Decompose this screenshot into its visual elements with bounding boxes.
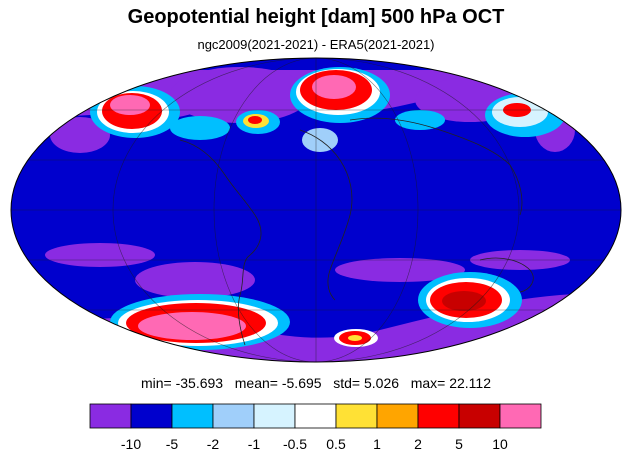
anomaly-spacific-pink (138, 312, 246, 340)
colorbar-swatch (89, 403, 132, 429)
colorbar-tick-label: 10 (492, 436, 508, 452)
colorbar-swatch (212, 403, 255, 429)
colorbar-swatch (294, 403, 337, 429)
colorbar-tick-label: -1 (247, 436, 261, 452)
colorbar-swatch (130, 403, 173, 429)
anomaly-cyan-2 (395, 110, 445, 130)
colorbar-tick-label: -2 (206, 436, 220, 452)
colorbar-tick-label: 5 (455, 436, 463, 452)
anomaly-europe-pink (312, 75, 356, 99)
colorbar-swatch (376, 403, 419, 429)
colorbar-swatch (171, 403, 214, 429)
anomaly-purple-arctic (170, 67, 310, 123)
colorbar-tick-label: -0.5 (282, 436, 308, 452)
stat-mean-value: -5.695 (281, 375, 322, 391)
anomaly-purple-trop-1 (45, 243, 155, 267)
stat-min-value: -35.693 (175, 375, 224, 391)
colorbar-swatch (253, 403, 296, 429)
colorbar-swatch (417, 403, 460, 429)
colorbar (89, 403, 542, 429)
stat-min-label: min= (140, 375, 172, 391)
anomaly-alaska-pink (110, 95, 150, 115)
figure-subtitle: ngc2009(2021-2021) - ERA5(2021-2021) (197, 37, 435, 52)
anomaly-cyan-1 (170, 116, 230, 140)
colorbar-tick-label: -5 (165, 436, 179, 452)
anomaly-satlantic-yellow (348, 335, 362, 341)
anomaly-sindian-dark (442, 291, 486, 311)
anomaly-purple-trop-2 (135, 262, 255, 298)
stat-max-value: 22.112 (449, 375, 491, 391)
coastlines (179, 117, 534, 346)
anomaly-purple-pacific (50, 117, 110, 153)
colorbar-swatch (458, 403, 501, 429)
stat-mean-label: mean= (234, 375, 278, 391)
colorbar-tick-label: 0.5 (326, 436, 346, 452)
stat-std-label: std= (333, 375, 361, 391)
stat-max-label: max= (410, 375, 446, 391)
graticule (11, 58, 621, 362)
anomaly-purple-trop-3 (335, 258, 465, 282)
colorbar-swatch (335, 403, 378, 429)
figure-title: Geopotential height [dam] 500 hPa OCT (127, 6, 505, 28)
colorbar-tick-label: -10 (120, 436, 142, 452)
colorbar-tick-label: 1 (373, 436, 381, 452)
stats-line: min= -35.693 mean= -5.695 std= 5.026 max… (0, 375, 632, 391)
anomaly-atlantic-red (248, 116, 262, 124)
stat-std-value: 5.026 (363, 375, 400, 391)
colorbar-tick-label: 2 (414, 436, 422, 452)
globe-outline (10, 57, 622, 363)
colorbar-swatch (499, 403, 542, 429)
